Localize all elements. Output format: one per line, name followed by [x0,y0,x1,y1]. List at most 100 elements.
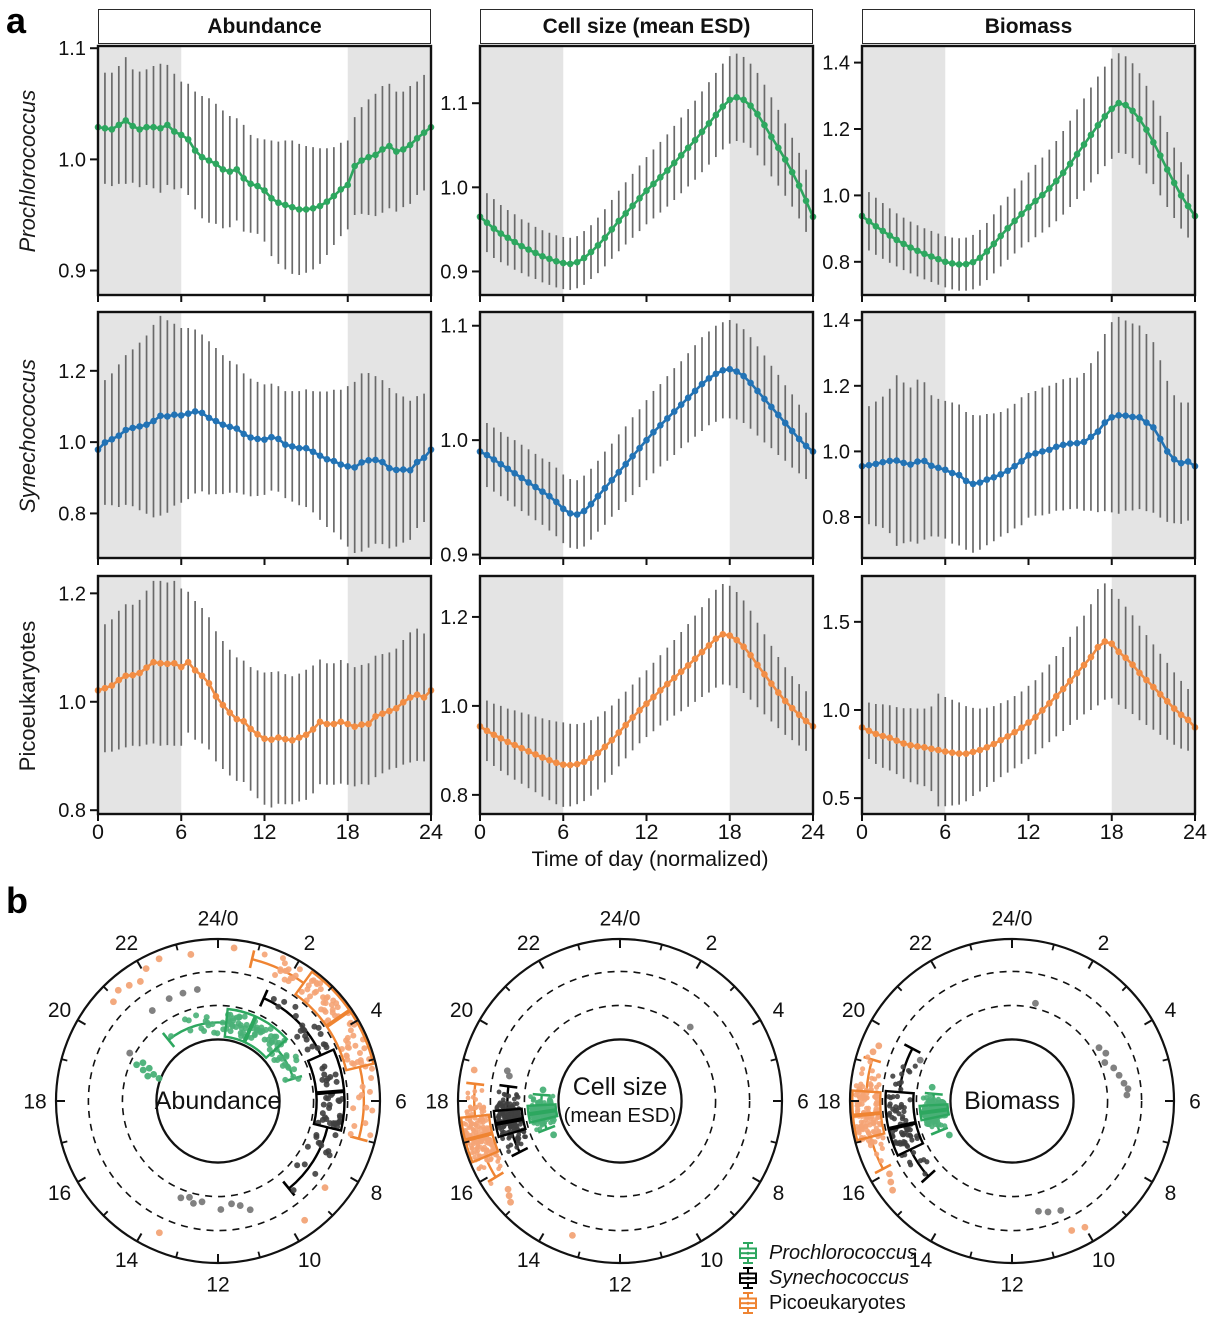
svg-text:2: 2 [1098,932,1110,955]
svg-text:24/0: 24/0 [600,907,641,930]
column-header-cellsize: Cell size (mean ESD) [480,9,813,44]
subplot-r1c3: 0.8 1.0 1.2 1.4 [822,44,1199,302]
svg-text:0: 0 [92,820,104,844]
series-points [858,99,1199,268]
svg-text:0.8: 0.8 [58,800,86,822]
svg-text:14: 14 [909,1249,933,1272]
subplot-r1c2: 0.9 1.0 1.1 [440,44,817,302]
box [918,1103,951,1122]
svg-text:1.1: 1.1 [440,93,468,115]
svg-text:24: 24 [1183,820,1207,844]
svg-text:1.1: 1.1 [58,38,86,60]
row-label-prochlorococcus: Prochlorococcus [15,89,40,253]
legend: Prochlorococcus Synechococcus Picoeukary… [737,1241,917,1316]
svg-text:18: 18 [336,820,360,844]
box [223,1007,289,1060]
subplot-r2c1: 0.8 1.0 1.2 [58,310,435,565]
svg-text:1.0: 1.0 [440,430,468,452]
subplot-r2c2: 0.9 1.0 1.1 [440,310,817,567]
legend-glyph-synechococcus [739,1267,757,1289]
series-points [94,408,435,474]
outlier-points [126,986,254,1214]
svg-text:6: 6 [797,1090,809,1113]
series-points [94,117,435,213]
svg-text:0.8: 0.8 [440,785,468,807]
svg-text:1.0: 1.0 [822,441,850,463]
box [306,1047,346,1132]
swarm-points [494,1089,528,1154]
species-layer-synechococcus [884,999,1132,1216]
svg-text:1.2: 1.2 [822,376,850,398]
svg-text:1.0: 1.0 [822,185,850,207]
swarm-points [261,951,376,1139]
svg-text:24: 24 [801,820,825,844]
row-label-synechococcus: Synechococcus [15,358,40,514]
svg-text:18: 18 [1100,820,1124,844]
svg-text:6: 6 [395,1090,407,1113]
svg-text:0: 0 [856,820,868,844]
svg-text:1.2: 1.2 [440,607,468,629]
svg-text:22: 22 [115,932,138,955]
svg-text:4: 4 [1165,999,1177,1022]
species-layer-picoeukaryotes [110,944,376,1237]
x-axis-c2: 0 6 12 18 24 [474,820,825,844]
subplot-r1c1: 0.9 1.0 1.1 [58,38,435,302]
svg-text:1.1: 1.1 [440,316,468,338]
polar-abundance: Abundance 24/0 2 4 6 8 10 12 14 16 18 20 22 [23,907,407,1296]
box [851,1089,886,1142]
outlier-points [539,1086,558,1139]
svg-text:6: 6 [557,820,569,844]
legend-label-picoeukaryotes: Picoeukaryotes [769,1291,906,1314]
svg-text:18: 18 [425,1090,448,1113]
center-title: Cell size (mean ESD) [564,1073,677,1127]
svg-text:12: 12 [206,1273,229,1296]
svg-text:22: 22 [909,932,932,955]
column-header-abundance: Abundance [98,9,431,44]
svg-text:0.5: 0.5 [822,788,850,810]
series-points [858,638,1199,758]
hub-circle [949,1038,1075,1164]
svg-text:1.2: 1.2 [58,583,86,605]
svg-text:1.0: 1.0 [440,177,468,199]
species-layer-picoeukaryotes [459,1066,576,1239]
svg-text:0.9: 0.9 [58,261,86,283]
box [492,1107,527,1139]
svg-text:0.8: 0.8 [822,507,850,529]
row-label-picoeukaryotes: Picoeukaryotes [15,620,40,772]
svg-text:24: 24 [419,820,443,844]
plot-Prochlorococcus-Biomass: 0.8 1.0 1.2 1.4 [822,44,1199,302]
series-points [476,630,817,769]
legend-label-prochlorococcus: Prochlorococcus [769,1241,917,1264]
svg-text:12: 12 [253,820,277,844]
subplot-r2c3: 0.8 1.0 1.2 1.4 [822,310,1199,565]
svg-text:18: 18 [23,1090,46,1113]
species-layer-prochlorococcus [526,1086,559,1139]
svg-text:1.4: 1.4 [822,53,850,75]
outlier-points [133,1059,163,1082]
series-points [476,365,817,518]
svg-text:16: 16 [450,1182,473,1205]
svg-text:Biomass: Biomass [964,1087,1060,1115]
svg-text:18: 18 [817,1090,840,1113]
legend-glyph-prochlorococcus [739,1242,757,1264]
svg-text:1.2: 1.2 [58,361,86,383]
outlier-points [110,944,329,1237]
svg-text:16: 16 [842,1182,865,1205]
outlier-points [503,1023,694,1080]
svg-text:24/0: 24/0 [992,907,1033,930]
column-header-biomass: Biomass [862,9,1195,44]
outlier-points [916,999,1132,1216]
center-title: Abundance [155,1087,282,1115]
svg-text:2: 2 [706,932,718,955]
svg-text:1.2: 1.2 [822,119,850,141]
box [459,1113,500,1164]
svg-text:16: 16 [48,1182,71,1205]
svg-text:8: 8 [1165,1182,1177,1205]
svg-text:12: 12 [1017,820,1041,844]
panel-b-label: b [6,880,28,921]
x-axis-title: Time of day (normalized) [531,847,769,871]
svg-text:12: 12 [608,1273,631,1296]
plot-Synechococcus-Cell size (mean ESD): 0.9 1.0 1.1 [440,310,817,567]
subplot-r3c2: 0.8 1.0 1.2 [440,574,817,821]
